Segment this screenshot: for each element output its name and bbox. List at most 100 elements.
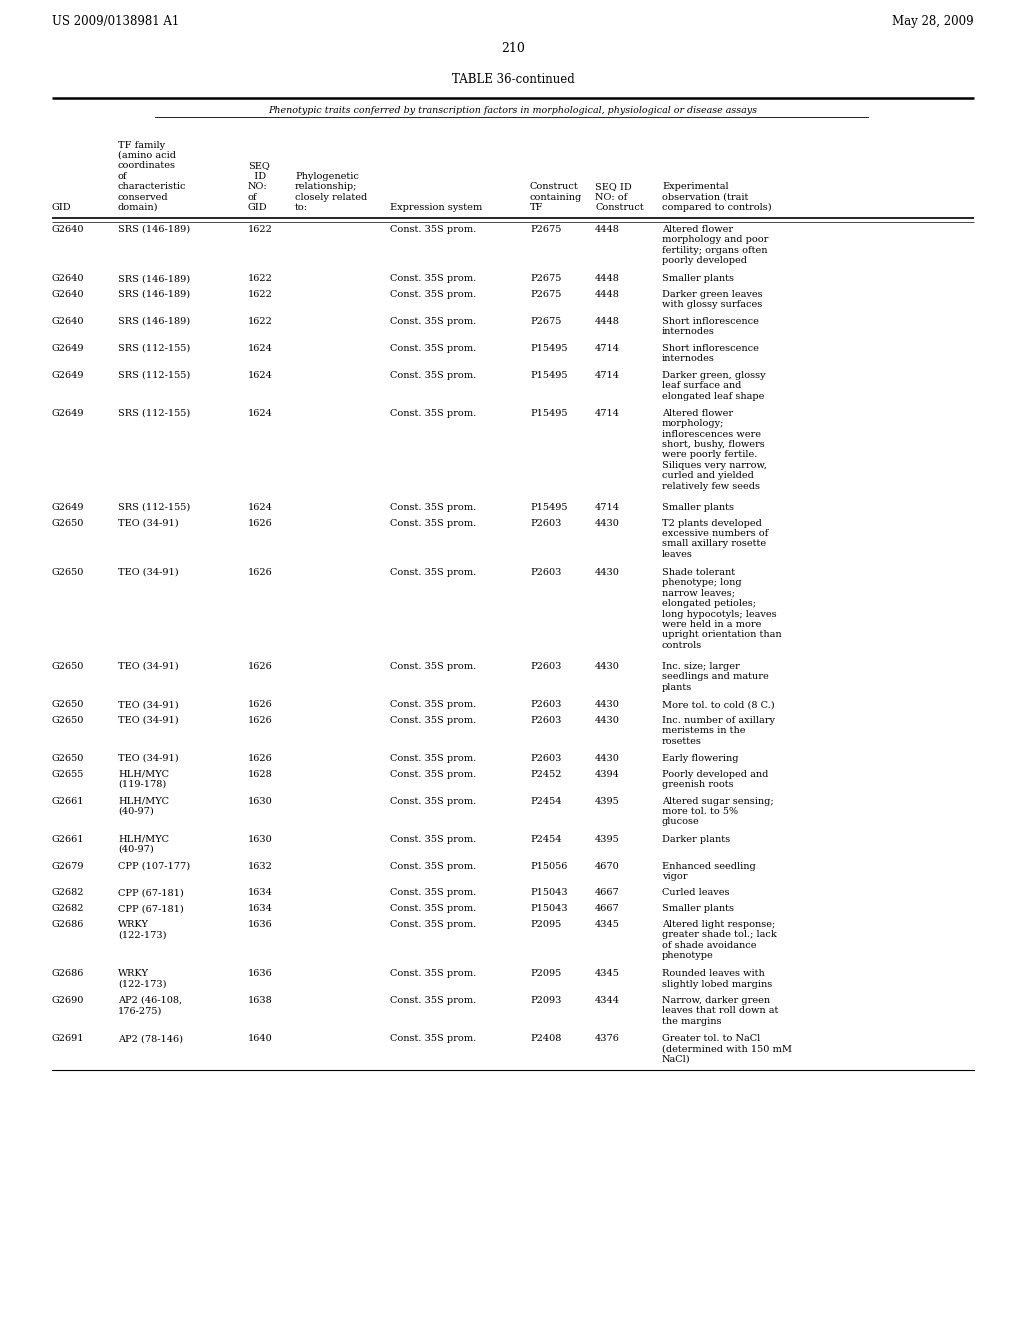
Text: Darker green, glossy
leaf surface and
elongated leaf shape: Darker green, glossy leaf surface and el…	[662, 371, 766, 400]
Text: Phenotypic traits conferred by transcription factors in morphological, physiolog: Phenotypic traits conferred by transcrip…	[268, 106, 758, 115]
Text: Const. 35S prom.: Const. 35S prom.	[390, 770, 476, 779]
Text: 1626: 1626	[248, 568, 272, 577]
Text: P2675: P2675	[530, 317, 561, 326]
Text: Const. 35S prom.: Const. 35S prom.	[390, 275, 476, 284]
Text: P15495: P15495	[530, 409, 567, 418]
Text: G2650: G2650	[52, 568, 84, 577]
Text: HLH/MYC
(40-97): HLH/MYC (40-97)	[118, 834, 169, 854]
Text: G2640: G2640	[52, 224, 85, 234]
Text: P2603: P2603	[530, 519, 561, 528]
Text: Rounded leaves with
slightly lobed margins: Rounded leaves with slightly lobed margi…	[662, 969, 772, 989]
Text: 4344: 4344	[595, 997, 620, 1005]
Text: Const. 35S prom.: Const. 35S prom.	[390, 317, 476, 326]
Text: 4448: 4448	[595, 224, 620, 234]
Text: 4714: 4714	[595, 371, 620, 380]
Text: 1626: 1626	[248, 663, 272, 671]
Text: 1630: 1630	[248, 834, 272, 843]
Text: Early flowering: Early flowering	[662, 754, 738, 763]
Text: Const. 35S prom.: Const. 35S prom.	[390, 997, 476, 1005]
Text: 4714: 4714	[595, 343, 620, 352]
Text: P2603: P2603	[530, 568, 561, 577]
Text: Const. 35S prom.: Const. 35S prom.	[390, 568, 476, 577]
Text: CPP (107-177): CPP (107-177)	[118, 862, 190, 870]
Text: SRS (146-189): SRS (146-189)	[118, 224, 190, 234]
Text: Const. 35S prom.: Const. 35S prom.	[390, 754, 476, 763]
Text: Const. 35S prom.: Const. 35S prom.	[390, 796, 476, 805]
Text: P2095: P2095	[530, 969, 561, 978]
Text: G2649: G2649	[52, 343, 85, 352]
Text: P2454: P2454	[530, 796, 561, 805]
Text: Poorly developed and
greenish roots: Poorly developed and greenish roots	[662, 770, 768, 789]
Text: G2655: G2655	[52, 770, 84, 779]
Text: 4667: 4667	[595, 888, 620, 898]
Text: Narrow, darker green
leaves that roll down at
the margins: Narrow, darker green leaves that roll do…	[662, 997, 778, 1026]
Text: 1630: 1630	[248, 796, 272, 805]
Text: P15043: P15043	[530, 904, 567, 913]
Text: 4345: 4345	[595, 969, 620, 978]
Text: SEQ ID
NO: of
Construct: SEQ ID NO: of Construct	[595, 182, 644, 213]
Text: P15495: P15495	[530, 343, 567, 352]
Text: G2650: G2650	[52, 663, 84, 671]
Text: P2452: P2452	[530, 770, 561, 779]
Text: Const. 35S prom.: Const. 35S prom.	[390, 290, 476, 300]
Text: SRS (146-189): SRS (146-189)	[118, 317, 190, 326]
Text: G2691: G2691	[52, 1034, 85, 1043]
Text: Phylogenetic
relationship;
closely related
to:: Phylogenetic relationship; closely relat…	[295, 172, 368, 213]
Text: 4430: 4430	[595, 715, 620, 725]
Text: Const. 35S prom.: Const. 35S prom.	[390, 834, 476, 843]
Text: Const. 35S prom.: Const. 35S prom.	[390, 519, 476, 528]
Text: Altered flower
morphology and poor
fertility; organs often
poorly developed: Altered flower morphology and poor ferti…	[662, 224, 768, 265]
Text: Const. 35S prom.: Const. 35S prom.	[390, 343, 476, 352]
Text: WRKY
(122-173): WRKY (122-173)	[118, 969, 167, 989]
Text: P2603: P2603	[530, 715, 561, 725]
Text: G2661: G2661	[52, 796, 85, 805]
Text: Smaller plants: Smaller plants	[662, 503, 734, 512]
Text: Expression system: Expression system	[390, 203, 482, 213]
Text: 4448: 4448	[595, 275, 620, 284]
Text: HLH/MYC
(119-178): HLH/MYC (119-178)	[118, 770, 169, 789]
Text: 1628: 1628	[248, 770, 272, 779]
Text: 4714: 4714	[595, 503, 620, 512]
Text: Const. 35S prom.: Const. 35S prom.	[390, 700, 476, 709]
Text: AP2 (46-108,
176-275): AP2 (46-108, 176-275)	[118, 997, 182, 1015]
Text: TEO (34-91): TEO (34-91)	[118, 754, 178, 763]
Text: 4395: 4395	[595, 796, 620, 805]
Text: G2682: G2682	[52, 888, 85, 898]
Text: 1622: 1622	[248, 275, 272, 284]
Text: G2640: G2640	[52, 275, 85, 284]
Text: 4670: 4670	[595, 862, 620, 870]
Text: 1624: 1624	[248, 343, 272, 352]
Text: TABLE 36-continued: TABLE 36-continued	[452, 73, 574, 86]
Text: Shade tolerant
phenotype; long
narrow leaves;
elongated petioles;
long hypocotyl: Shade tolerant phenotype; long narrow le…	[662, 568, 781, 649]
Text: G2686: G2686	[52, 969, 84, 978]
Text: Const. 35S prom.: Const. 35S prom.	[390, 888, 476, 898]
Text: SRS (146-189): SRS (146-189)	[118, 275, 190, 284]
Text: Const. 35S prom.: Const. 35S prom.	[390, 969, 476, 978]
Text: TEO (34-91): TEO (34-91)	[118, 700, 178, 709]
Text: Const. 35S prom.: Const. 35S prom.	[390, 409, 476, 418]
Text: Short inflorescence
internodes: Short inflorescence internodes	[662, 343, 759, 363]
Text: Smaller plants: Smaller plants	[662, 904, 734, 913]
Text: P2603: P2603	[530, 700, 561, 709]
Text: T2 plants developed
excessive numbers of
small axillary rosette
leaves: T2 plants developed excessive numbers of…	[662, 519, 768, 558]
Text: G2649: G2649	[52, 503, 85, 512]
Text: TEO (34-91): TEO (34-91)	[118, 715, 178, 725]
Text: 4448: 4448	[595, 290, 620, 300]
Text: 4667: 4667	[595, 904, 620, 913]
Text: SEQ
  ID
NO:
of
GID: SEQ ID NO: of GID	[248, 161, 269, 213]
Text: G2649: G2649	[52, 371, 85, 380]
Text: HLH/MYC
(40-97): HLH/MYC (40-97)	[118, 796, 169, 816]
Text: P2675: P2675	[530, 224, 561, 234]
Text: SRS (112-155): SRS (112-155)	[118, 371, 190, 380]
Text: G2650: G2650	[52, 519, 84, 528]
Text: G2686: G2686	[52, 920, 84, 929]
Text: SRS (112-155): SRS (112-155)	[118, 409, 190, 418]
Text: Const. 35S prom.: Const. 35S prom.	[390, 224, 476, 234]
Text: Short inflorescence
internodes: Short inflorescence internodes	[662, 317, 759, 337]
Text: 4430: 4430	[595, 519, 620, 528]
Text: Const. 35S prom.: Const. 35S prom.	[390, 715, 476, 725]
Text: Altered flower
morphology;
inflorescences were
short, bushy, flowers
were poorly: Altered flower morphology; inflorescence…	[662, 409, 767, 491]
Text: Const. 35S prom.: Const. 35S prom.	[390, 1034, 476, 1043]
Text: More tol. to cold (8 C.): More tol. to cold (8 C.)	[662, 700, 774, 709]
Text: P15495: P15495	[530, 503, 567, 512]
